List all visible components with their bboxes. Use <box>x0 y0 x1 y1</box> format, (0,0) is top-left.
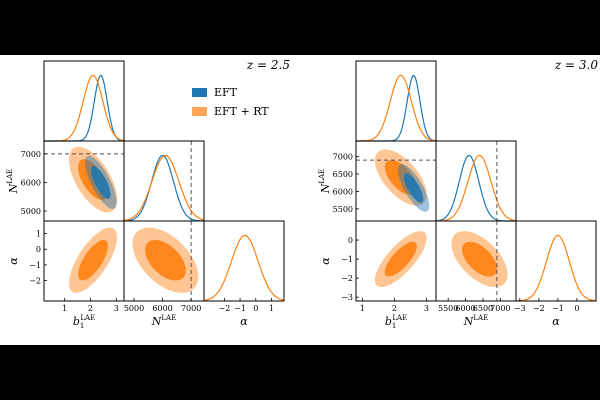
x-tick-label: 7000 <box>490 304 510 313</box>
y-tick-label: −1 <box>29 261 41 270</box>
marginal-curve-eft-rt <box>123 154 205 221</box>
y-axis-label: NLAE <box>6 169 20 194</box>
y-tick-label: −2 <box>341 274 353 283</box>
x-axis-label: α <box>240 315 248 328</box>
contours <box>374 149 430 212</box>
x-tick-label: 1 <box>269 304 274 313</box>
subplot-frame <box>203 220 285 302</box>
subplot-frame <box>123 140 205 222</box>
y-tick-label: 6000 <box>333 187 353 196</box>
x-tick-label: −2 <box>218 304 230 313</box>
x-tick-label: 3 <box>424 304 429 313</box>
subplot-frame <box>43 60 125 142</box>
subplot-2-2: −3 −2 −1 0 <box>514 220 597 313</box>
x-tick-label: 0 <box>253 304 258 313</box>
y-tick-label: 7000 <box>333 153 353 162</box>
subplot-frame <box>515 220 597 302</box>
contours <box>451 231 508 287</box>
subplot-2-1: 5000 6000 7000 <box>123 220 205 313</box>
marginal-curve-eft-rt <box>203 234 285 301</box>
x-tick-label: 0 <box>574 304 579 313</box>
subplot-1-0: 5000 6000 7000 <box>21 140 125 222</box>
contour-1sigma-eft-rt <box>462 241 497 277</box>
marginal-curve-eft <box>356 74 437 142</box>
subplot-1-1 <box>123 140 205 222</box>
corner-plots-svg: z = 2.5 5000 6000 7000 −2 −1 0 1 1 2 3 5000 6000 7000… <box>6 58 598 330</box>
subplot-frame <box>355 60 437 142</box>
y-tick-label: 5500 <box>333 205 353 214</box>
y-tick-label: −2 <box>29 277 41 286</box>
subplot-2-0: −2 −1 0 1 1 2 3 <box>29 220 125 313</box>
subplot-1-0: 5500 6000 6500 7000 <box>333 140 437 222</box>
y-tick-label: −1 <box>341 255 353 264</box>
x-axis-label: α <box>552 315 560 328</box>
y-tick-label: 0 <box>348 236 353 245</box>
x-tick-label: 5500 <box>438 304 458 313</box>
x-tick-label: 2 <box>392 304 397 313</box>
subplot-1-1 <box>435 140 517 222</box>
x-tick-label: 2 <box>88 304 93 313</box>
panel-title: z = 3.0 <box>554 58 598 72</box>
figure-white-area: z = 2.5 5000 6000 7000 −2 −1 0 1 1 2 3 5000 6000 7000… <box>0 55 600 345</box>
x-axis-label: NLAE <box>463 314 488 328</box>
marginal-curve-eft <box>435 154 516 222</box>
contours <box>69 227 118 293</box>
subplot-frame <box>435 140 517 222</box>
marginal-curve-eft-rt <box>516 234 596 302</box>
y-tick-label: 1 <box>36 230 41 239</box>
y-tick-label: 7000 <box>21 150 41 159</box>
legend-eft-rt-label: EFT + RT <box>214 105 269 118</box>
x-tick-label: −1 <box>234 304 246 313</box>
x-axis-label: b1LAE <box>73 314 95 330</box>
x-tick-label: 5000 <box>124 304 144 313</box>
legend-eft-label: EFT <box>214 86 238 99</box>
x-tick-label: 7000 <box>181 304 201 313</box>
y-tick-label: 5000 <box>21 207 41 216</box>
contour-1sigma-eft-rt <box>145 239 186 281</box>
x-tick-label: 1 <box>360 304 365 313</box>
subplot-0-0 <box>355 60 437 142</box>
contour-1sigma-eft-rt <box>384 241 417 277</box>
contour-1sigma-eft-rt <box>78 240 108 281</box>
legend-eft-swatch <box>192 88 207 97</box>
y-tick-label: 6500 <box>333 170 353 179</box>
subplot-2-0: −3 −2 −1 0 1 2 3 <box>341 220 437 313</box>
panels-root: z = 2.5 5000 6000 7000 −2 −1 0 1 1 2 3 5000 6000 7000… <box>6 58 598 330</box>
y-axis-label: α <box>319 257 332 265</box>
x-tick-label: 6000 <box>455 304 475 313</box>
contours <box>132 227 199 293</box>
corner-plot-z25: z = 2.5 5000 6000 7000 −2 −1 0 1 1 2 3 5000 6000 7000… <box>6 58 290 330</box>
panel-title: z = 2.5 <box>246 58 290 72</box>
contour-1sigma-eft <box>403 173 424 203</box>
contour-1sigma-eft <box>91 166 111 199</box>
x-tick-label: 6500 <box>473 304 493 313</box>
y-tick-label: −3 <box>341 293 353 302</box>
x-tick-label: 3 <box>114 304 119 313</box>
x-tick-label: 6000 <box>152 304 172 313</box>
subplot-0-0 <box>43 60 125 142</box>
marginal-curve-eft-rt <box>356 74 436 142</box>
contours <box>374 231 427 287</box>
marginal-curve-eft-rt <box>436 154 517 222</box>
legend: EFT EFT + RT <box>192 86 269 118</box>
x-tick-label: −2 <box>533 304 545 313</box>
y-tick-label: 6000 <box>21 178 41 187</box>
y-axis-label: α <box>7 257 20 265</box>
contours <box>69 146 118 213</box>
y-tick-label: 0 <box>36 245 41 254</box>
legend-eft-rt-swatch <box>192 107 207 116</box>
x-tick-label: 1 <box>62 304 67 313</box>
y-axis-label: NLAE <box>318 169 332 194</box>
x-tick-label: −3 <box>514 304 526 313</box>
subplot-2-2: −2 −1 0 1 <box>203 220 285 313</box>
x-axis-label: NLAE <box>151 314 176 328</box>
marginal-curve-eft-rt <box>44 74 125 142</box>
x-tick-label: −1 <box>552 304 564 313</box>
x-axis-label: b1LAE <box>385 314 407 330</box>
